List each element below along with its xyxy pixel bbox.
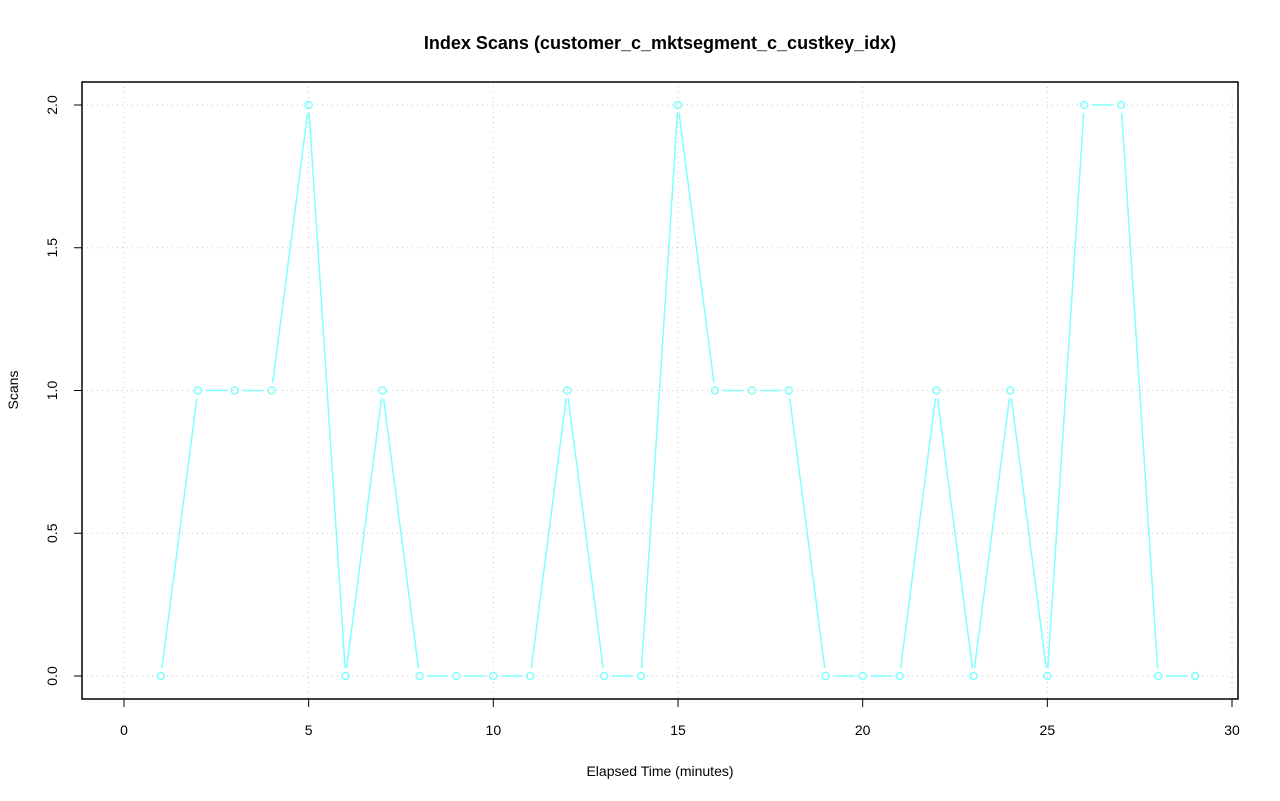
data-point: [341, 671, 350, 681]
data-point: [526, 671, 535, 681]
data-point: [1153, 671, 1163, 681]
y-tick-label: 2.0: [44, 95, 60, 115]
data-point: [895, 671, 904, 681]
x-tick-label: 5: [305, 722, 313, 738]
x-axis-label: Elapsed Time (minutes): [586, 763, 733, 779]
series-segment: [936, 398, 974, 669]
x-tick-label: 20: [855, 722, 871, 738]
data-point: [932, 386, 941, 395]
data-point: [1080, 100, 1089, 110]
series-segment: [789, 398, 826, 669]
series: [156, 100, 1200, 681]
y-tick-label: 0.5: [44, 523, 60, 543]
data-point: [673, 100, 683, 110]
series-segment: [345, 398, 383, 669]
data-point: [267, 386, 276, 395]
data-point: [747, 386, 757, 395]
data-point: [415, 671, 424, 681]
data-point: [1116, 100, 1126, 110]
x-tick-label: 25: [1040, 722, 1056, 738]
series-segment: [272, 112, 309, 383]
series-segment: [382, 398, 420, 669]
series-segment: [1047, 112, 1085, 669]
series-segment: [567, 398, 604, 669]
data-point: [193, 386, 203, 395]
data-point: [858, 671, 867, 681]
x-tick-label: 30: [1224, 722, 1240, 738]
series-segment: [530, 398, 567, 669]
data-point: [378, 386, 387, 395]
data-point: [1006, 386, 1015, 395]
data-point: [1043, 671, 1052, 681]
x-tick-label: 15: [670, 722, 686, 738]
series-segment: [640, 112, 679, 669]
y-axis: 0.0 0.5 1.0 1.5 2.0: [44, 95, 83, 686]
data-point: [1190, 671, 1200, 681]
series-segment: [1120, 112, 1159, 669]
x-axis: 0 5 10 15 20 25 30: [120, 698, 1240, 738]
y-axis-label: Scans: [5, 371, 21, 410]
series-segment: [308, 112, 346, 669]
data-point: [599, 671, 609, 681]
data-point: [489, 671, 498, 681]
data-point: [452, 671, 461, 681]
series-segment: [161, 398, 198, 669]
chart-title: Index Scans (customer_c_mktsegment_c_cus…: [424, 33, 896, 53]
data-point: [969, 671, 978, 681]
data-point: [562, 386, 572, 395]
data-point: [156, 671, 166, 681]
y-tick-label: 1.0: [44, 381, 60, 401]
data-point: [710, 386, 720, 395]
data-point: [821, 671, 830, 681]
y-tick-label: 0.0: [44, 666, 60, 686]
series-segment: [1010, 398, 1048, 669]
data-point: [636, 671, 646, 681]
x-tick-label: 0: [120, 722, 128, 738]
y-tick-label: 1.5: [44, 238, 60, 258]
series-segment: [678, 112, 715, 383]
data-point: [784, 386, 794, 395]
x-tick-label: 10: [486, 722, 502, 738]
series-segment: [973, 398, 1011, 669]
data-point: [304, 100, 313, 110]
data-point: [230, 386, 240, 395]
series-segment: [899, 398, 937, 669]
